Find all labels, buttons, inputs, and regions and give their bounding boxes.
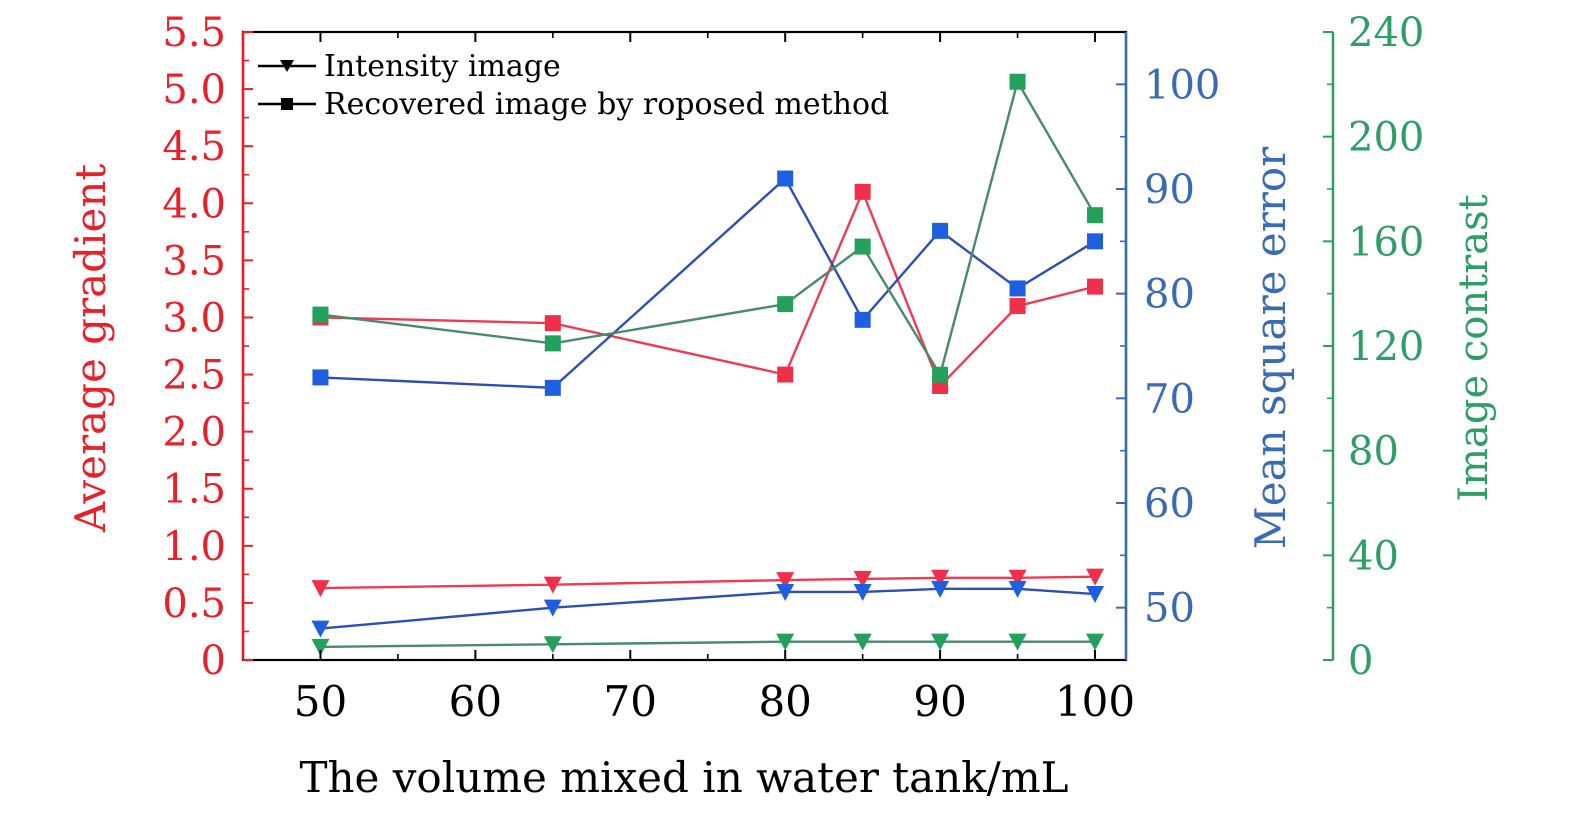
series-1-point-2 — [776, 572, 795, 590]
series-3-point-2 — [776, 583, 795, 601]
right-axis-contrast: 0 40 80 120 160 200 240 — [1323, 10, 1424, 684]
series-5-point-3 — [853, 633, 872, 651]
series-3-point-1 — [543, 599, 562, 617]
series-4-point-1 — [544, 335, 561, 352]
series-line-4 — [320, 78, 1097, 378]
right-mse-tick-label: 90 — [1144, 167, 1195, 213]
right-axis-mse-label: Mean square error — [1246, 146, 1295, 549]
right-contrast-tick-label: 0 — [1348, 638, 1373, 684]
left-axis-label: Average gradient — [66, 164, 115, 534]
series-2-point-5 — [1009, 280, 1026, 297]
series-1-point-0 — [311, 580, 330, 598]
right-contrast-tick-label: 240 — [1348, 10, 1424, 56]
left-tick-label: 3.0 — [162, 295, 226, 341]
series-layer — [311, 73, 1105, 656]
right-mse-tick-label: 50 — [1144, 586, 1195, 632]
series-4-point-2 — [777, 296, 794, 313]
series-4-point-4 — [932, 366, 949, 383]
series-line-1 — [320, 575, 1096, 590]
series-1-point-5 — [1008, 569, 1027, 587]
series-1-point-1 — [543, 576, 562, 594]
series-4-point-5 — [1009, 73, 1026, 90]
series-2-point-1 — [544, 379, 561, 396]
series-3-point-3 — [853, 583, 872, 601]
x-axis-label: The volume mixed in water tank/mL — [299, 753, 1068, 802]
series-0-point-2 — [777, 366, 794, 383]
series-3-point-0 — [311, 620, 330, 638]
series-2-point-0 — [312, 369, 329, 386]
left-tick-label: 0 — [201, 638, 226, 684]
left-axis: 0 0.5 1.0 1.5 2.0 2.5 3.0 3.5 4.0 4.5 5.0 5.5 — [162, 10, 253, 684]
legend-triangle-marker — [280, 60, 294, 72]
right-mse-tick-label: 60 — [1144, 481, 1195, 527]
right-mse-tick-label: 70 — [1144, 376, 1195, 422]
right-axis-contrast-label: Image contrast — [1451, 194, 1497, 501]
legend: Intensity image Recovered image by ropos… — [258, 49, 889, 122]
series-3-point-6 — [1086, 586, 1105, 604]
series-2-point-2 — [777, 170, 794, 187]
legend-square-marker — [281, 98, 293, 110]
left-tick-label: 5.0 — [162, 67, 226, 113]
legend-entry-intensity: Intensity image — [258, 49, 561, 84]
left-tick-label: 0.5 — [162, 581, 226, 627]
x-axis: 50 60 70 80 90 100 — [294, 32, 1135, 726]
series-0-point-1 — [544, 315, 561, 332]
left-tick-label: 2.0 — [162, 410, 226, 456]
series-5-point-1 — [543, 636, 562, 654]
x-tick-label: 100 — [1055, 677, 1135, 726]
left-tick-label: 1.5 — [162, 467, 226, 513]
right-contrast-tick-label: 200 — [1348, 115, 1424, 161]
right-mse-tick-label: 100 — [1144, 62, 1220, 108]
right-mse-tick-label: 80 — [1144, 272, 1195, 318]
left-tick-label: 3.5 — [162, 238, 226, 284]
series-2-point-6 — [1087, 233, 1104, 250]
series-3-point-4 — [931, 580, 950, 598]
series-line-3 — [320, 587, 1096, 630]
series-1-point-3 — [853, 570, 872, 588]
left-tick-label: 4.0 — [162, 181, 226, 227]
series-5-point-5 — [1008, 633, 1027, 651]
right-contrast-tick-label: 80 — [1348, 429, 1399, 475]
left-tick-label: 4.5 — [162, 124, 226, 170]
series-4-point-6 — [1087, 207, 1104, 224]
series-5-point-4 — [931, 633, 950, 651]
right-contrast-tick-label: 120 — [1348, 324, 1424, 370]
right-contrast-tick-label: 40 — [1348, 533, 1399, 579]
series-0-point-5 — [1009, 298, 1026, 315]
legend-entry-recovered: Recovered image by roposed method — [258, 87, 889, 122]
right-contrast-tick-label: 160 — [1348, 219, 1424, 265]
series-3-point-5 — [1008, 580, 1027, 598]
series-line-0 — [320, 188, 1096, 389]
legend-label-recovered: Recovered image by roposed method — [324, 87, 889, 122]
series-4-point-0 — [312, 306, 329, 323]
series-line-5 — [320, 640, 1096, 649]
left-tick-label: 2.5 — [162, 353, 226, 399]
x-tick-label: 90 — [913, 677, 966, 726]
series-5-point-0 — [311, 638, 330, 656]
series-2-point-3 — [854, 311, 871, 328]
x-tick-label: 50 — [294, 677, 347, 726]
x-tick-label: 70 — [604, 677, 657, 726]
series-0-point-6 — [1087, 278, 1104, 295]
plot-frame — [241, 30, 1128, 662]
series-1-point-6 — [1086, 568, 1105, 586]
series-5-point-2 — [776, 633, 795, 651]
series-5-point-6 — [1086, 633, 1105, 651]
series-2-point-4 — [932, 222, 949, 239]
series-0-point-3 — [854, 183, 871, 200]
series-4-point-3 — [854, 238, 871, 255]
x-tick-label: 60 — [449, 677, 502, 726]
series-1-point-4 — [931, 569, 950, 587]
left-tick-label: 1.0 — [162, 524, 226, 570]
legend-label-intensity: Intensity image — [324, 49, 561, 84]
left-tick-label: 5.5 — [162, 10, 226, 56]
x-tick-label: 80 — [758, 677, 811, 726]
right-axis-mse: 50 60 70 80 90 100 — [1116, 32, 1220, 660]
